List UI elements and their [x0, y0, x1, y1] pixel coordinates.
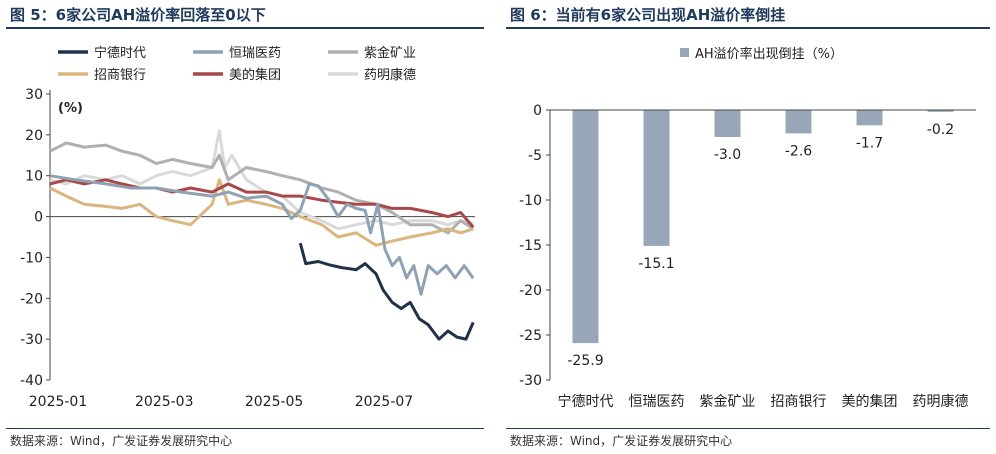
bar-value-label: -25.9 — [567, 353, 603, 369]
x-tick-label: 2025-05 — [245, 394, 304, 410]
legend-label: 宁德时代 — [94, 45, 146, 61]
right-source-note: 数据来源：Wind，广发证券发展研究中心 — [510, 434, 733, 448]
series-line — [49, 141, 475, 235]
series-line — [49, 174, 475, 296]
y-tick-label: -10 — [20, 250, 43, 266]
series-line — [49, 178, 475, 229]
right-title-rule — [506, 27, 990, 29]
legend-label: 恒瑞医药 — [229, 46, 281, 61]
legend-label: AH溢价率出现倒挂（%） — [695, 46, 843, 62]
y-tick-label: -20 — [519, 283, 542, 299]
x-tick-label: 2025-07 — [355, 394, 414, 410]
x-category-label: 宁德时代 — [558, 393, 614, 410]
bar-value-label: -2.6 — [785, 143, 812, 159]
x-category-label: 招商银行 — [771, 394, 827, 410]
bar — [714, 110, 741, 137]
y-tick-label: 20 — [25, 128, 43, 144]
y-tick-label: 30 — [25, 87, 43, 103]
legend-swatch — [680, 48, 689, 57]
left-source-note: 数据来源：Wind，广发证券发展研究中心 — [10, 434, 233, 448]
legend-label: 药明康德 — [364, 67, 416, 83]
legend-label: 招商银行 — [94, 68, 146, 83]
left-title-rule — [6, 27, 484, 29]
bar-value-label: -0.2 — [927, 122, 954, 138]
x-category-label: 美的集团 — [842, 393, 898, 410]
y-tick-label: -5 — [528, 148, 542, 164]
left-source-rule — [6, 428, 484, 429]
y-axis-unit: (%) — [58, 101, 83, 116]
y-tick-label: -40 — [20, 373, 43, 389]
left-panel: 图 5：6家公司AH溢价率回落至0以下 宁德时代 恒瑞医药 紫金矿业招商银行 美的集团… — [0, 0, 490, 454]
right-panel: 图 6：当前有6家公司出现AH溢价率倒挂 AH溢价率出现倒挂（%） 0 -5 -10 -… — [500, 0, 996, 454]
x-category-label: 药明康德 — [913, 393, 969, 410]
x-tick-label: 2025-03 — [135, 394, 194, 410]
bar-chart: AH溢价率出现倒挂（%） 0 -5 -10 -15 -20 -25 -30 -25.9 宁德时代 -… — [519, 46, 976, 410]
right-source-rule — [506, 428, 990, 429]
series-line — [49, 178, 474, 247]
y-tick-label: -30 — [519, 373, 542, 389]
bar-value-label: -3.0 — [714, 147, 741, 163]
bar — [643, 110, 670, 246]
y-tick-label: -10 — [519, 193, 542, 209]
legend-label: 紫金矿业 — [364, 45, 416, 61]
bar — [856, 110, 883, 126]
bar-value-label: -1.7 — [856, 135, 883, 151]
right-figure-title: 图 6：当前有6家公司出现AH溢价率倒挂 — [510, 6, 786, 24]
bar-value-label: -15.1 — [638, 256, 674, 272]
bar — [785, 110, 812, 134]
y-tick-label: 0 — [533, 103, 542, 119]
left-figure-title: 图 5：6家公司AH溢价率回落至0以下 — [10, 6, 266, 24]
series-line — [49, 129, 474, 231]
x-category-label: 紫金矿业 — [700, 394, 756, 410]
legend-label: 美的集团 — [229, 67, 281, 83]
x-tick-label: 2025-01 — [29, 394, 88, 410]
bar — [927, 110, 954, 112]
y-tick-label: -25 — [519, 328, 542, 344]
y-tick-label: 0 — [34, 210, 43, 226]
y-tick-label: -30 — [20, 332, 43, 348]
bar — [572, 110, 599, 344]
y-tick-label: -20 — [20, 291, 43, 307]
x-category-label: 恒瑞医药 — [629, 394, 685, 410]
y-tick-label: 10 — [25, 169, 43, 185]
y-tick-label: -15 — [519, 238, 542, 254]
series-line — [298, 242, 475, 341]
